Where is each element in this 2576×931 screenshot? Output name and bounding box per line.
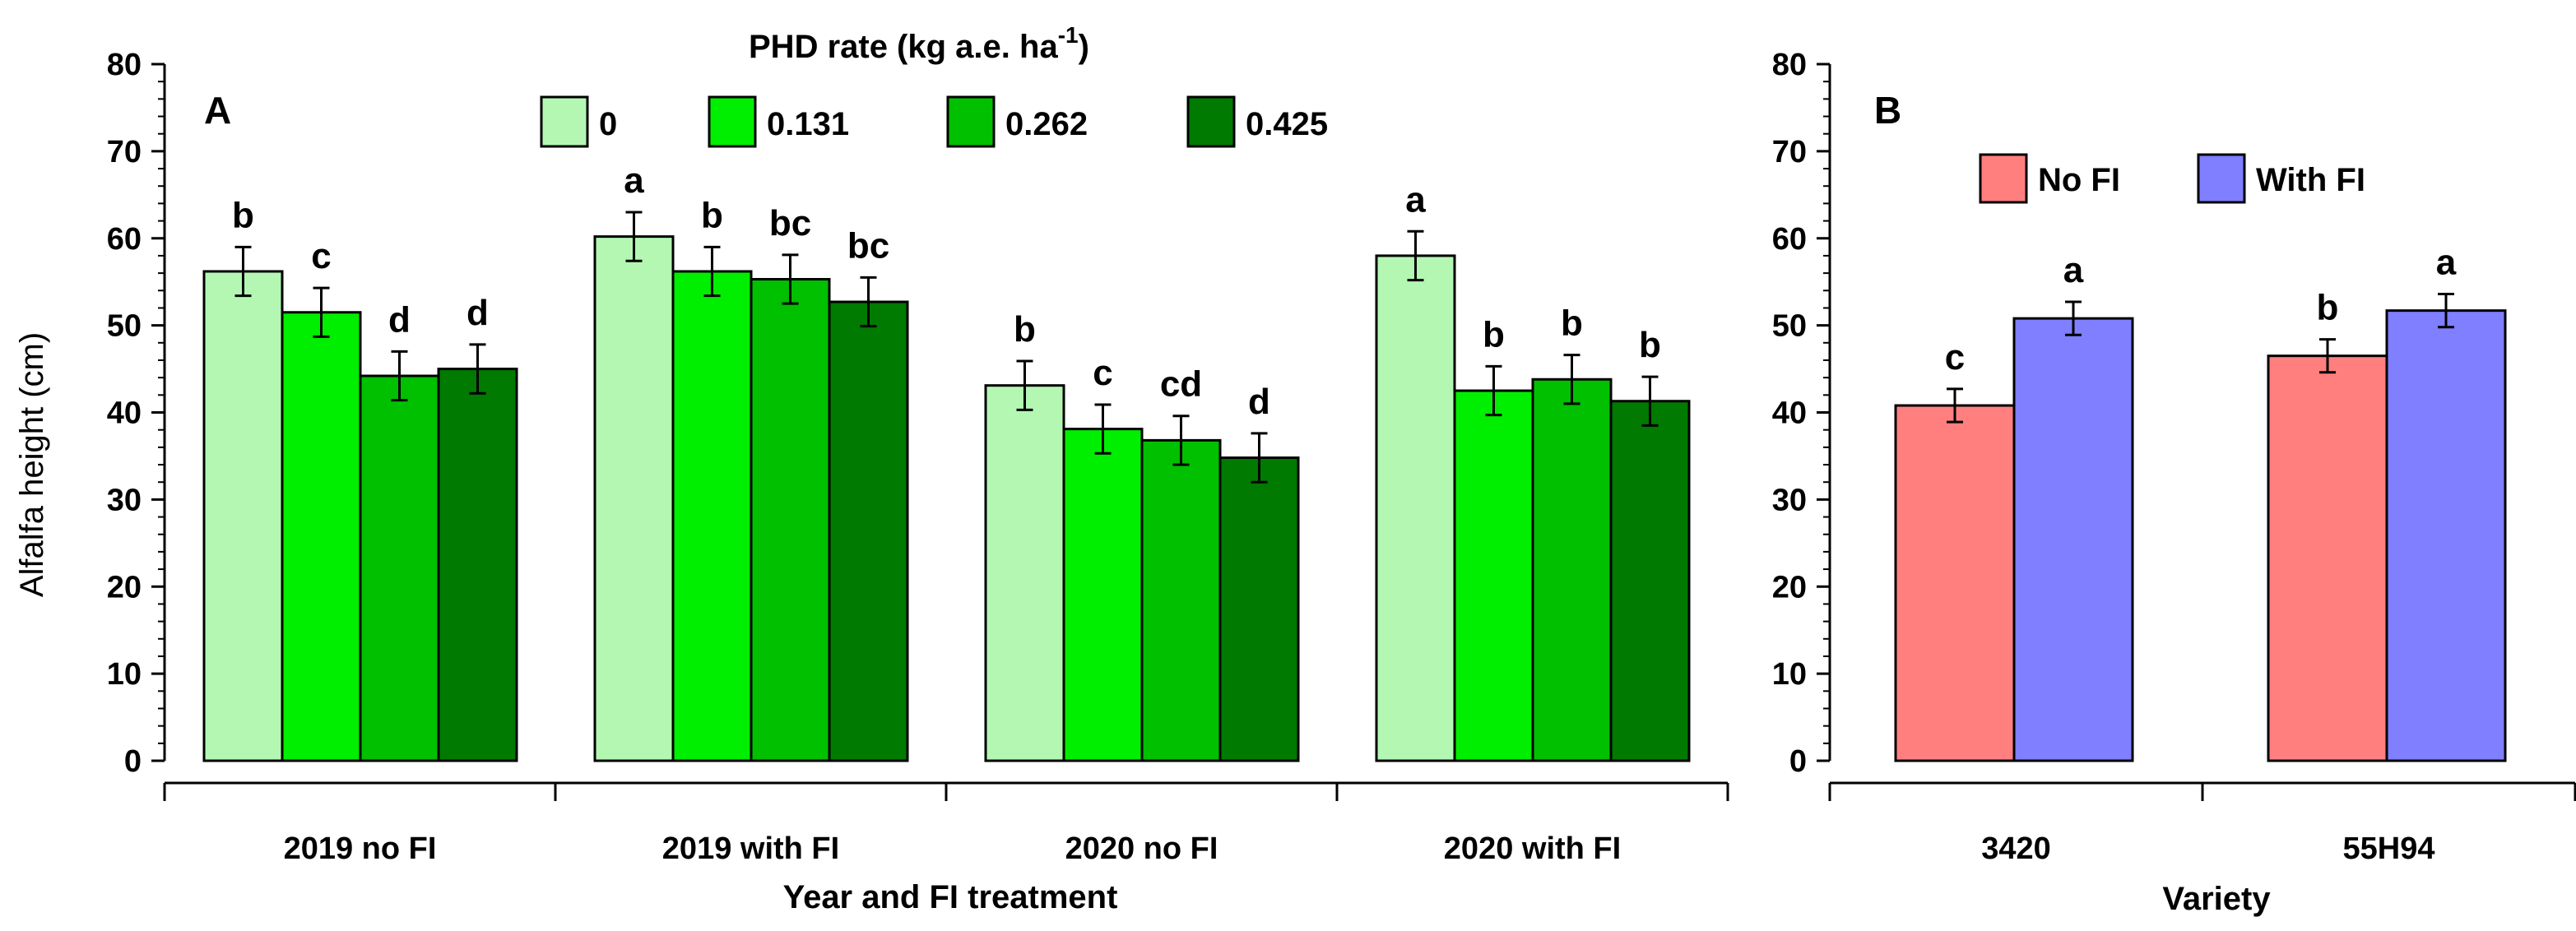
panel-a-legend-title: PHD rate (kg a.e. ha-1) <box>749 22 1089 65</box>
a-bar <box>593 235 675 762</box>
b-bar <box>2385 309 2507 762</box>
a-bar <box>671 270 753 762</box>
panel-b: B Variety 0 10 20 30 40 50 60 70 80 3420 55H94 c a b… <box>1772 48 2576 917</box>
a-significance-letter: a <box>1405 179 1426 220</box>
b-y-tick-label: 50 <box>1772 309 1807 344</box>
b-y-tick-label: 0 <box>1789 744 1807 779</box>
legend-title-close: ) <box>1079 29 1089 65</box>
a-y-tick-label: 80 <box>107 48 142 82</box>
b-significance-letter: a <box>2436 243 2457 283</box>
b-x-category-label: 55H94 <box>2343 831 2435 866</box>
b-y-tick-label: 70 <box>1772 135 1807 169</box>
a-bar <box>281 311 362 762</box>
a-y-tick-label: 40 <box>107 396 142 431</box>
legend-title-superscript: -1 <box>1058 22 1079 48</box>
a-significance-letter: c <box>311 236 331 276</box>
a-y-tick-label: 50 <box>107 309 142 344</box>
a-significance-letter: a <box>624 160 644 201</box>
a-y-tick-label: 10 <box>107 657 142 692</box>
b-legend-swatch <box>1979 153 2028 204</box>
a-bar <box>437 368 518 762</box>
a-legend-swatch <box>540 95 589 148</box>
panel-a: A Alfalfa height (cm) Year and FI treatm… <box>14 22 1729 915</box>
a-bar <box>984 384 1065 762</box>
b-y-tick-label: 60 <box>1772 222 1807 257</box>
a-y-tick-label: 60 <box>107 222 142 257</box>
b-bar <box>1894 404 2016 762</box>
a-legend-label: 0.131 <box>767 106 849 142</box>
a-significance-letter: b <box>232 195 254 235</box>
a-significance-letter: d <box>466 293 489 333</box>
a-significance-letter: d <box>1248 382 1270 422</box>
a-significance-letter: b <box>1639 325 1661 365</box>
panel-a-legend: 0 0.131 0.262 0.425 <box>540 95 1328 148</box>
a-bar <box>1140 438 1222 762</box>
a-legend-swatch <box>946 95 996 148</box>
a-legend-swatch <box>1186 95 1236 148</box>
panel-a-axes: 0 10 20 30 40 50 60 70 80 2019 no FI 2019 with FI 2… <box>107 48 1729 866</box>
a-y-tick-label: 70 <box>107 135 142 169</box>
b-y-tick-label: 40 <box>1772 396 1807 431</box>
panel-b-x-axis-title: Variety <box>2162 881 2271 917</box>
b-y-tick-label: 20 <box>1772 570 1807 604</box>
b-significance-letter: c <box>1945 337 1965 377</box>
a-significance-letter: b <box>1014 309 1036 350</box>
a-bar <box>1375 254 1456 762</box>
a-x-category-label: 2019 no FI <box>284 831 437 866</box>
b-y-tick-label: 30 <box>1772 483 1807 517</box>
a-legend-label: 0 <box>599 106 617 142</box>
a-bar <box>1531 377 1613 762</box>
a-bar <box>750 278 831 762</box>
a-x-category-label: 2019 with FI <box>662 831 839 866</box>
panel-b-legend: No FI With FI <box>1979 153 2365 204</box>
a-significance-letter: b <box>1561 303 1583 344</box>
a-legend-label: 0.425 <box>1246 106 1328 142</box>
panel-b-axes: 0 10 20 30 40 50 60 70 80 3420 55H94 <box>1772 48 2576 866</box>
a-bar <box>359 374 440 762</box>
b-y-tick-label: 10 <box>1772 657 1807 692</box>
panel-b-label: B <box>1874 89 1901 132</box>
panel-b-bars: c a b a <box>1894 243 2507 762</box>
a-significance-letter: bc <box>769 203 811 243</box>
a-bar <box>1218 456 1300 762</box>
panel-a-y-axis-title: Alfalfa height (cm) <box>14 332 50 597</box>
panel-a-label: A <box>204 89 231 132</box>
a-x-category-label: 2020 no FI <box>1065 831 1218 866</box>
a-x-category-label: 2020 with FI <box>1444 831 1621 866</box>
b-y-tick-label: 80 <box>1772 48 1807 82</box>
a-legend-label: 0.262 <box>1005 106 1088 142</box>
b-legend-label: With FI <box>2256 162 2365 198</box>
b-x-category-label: 3420 <box>1981 831 2051 866</box>
a-significance-letter: bc <box>847 225 889 266</box>
a-y-tick-label: 0 <box>124 744 142 779</box>
a-y-tick-label: 20 <box>107 570 142 604</box>
b-legend-swatch <box>2197 153 2246 204</box>
a-significance-letter: b <box>1483 314 1505 354</box>
b-bar <box>2012 317 2134 762</box>
b-significance-letter: a <box>2063 250 2084 290</box>
a-y-tick-label: 30 <box>107 483 142 517</box>
a-significance-letter: cd <box>1160 364 1202 405</box>
a-legend-swatch <box>708 95 757 148</box>
a-bar <box>1062 428 1144 762</box>
b-bar <box>2267 354 2388 762</box>
a-significance-letter: c <box>1093 353 1112 393</box>
a-bar <box>828 300 909 762</box>
b-legend-label: No FI <box>2038 162 2120 198</box>
b-significance-letter: b <box>2317 288 2339 328</box>
a-bar <box>1609 400 1691 762</box>
a-bar <box>1453 389 1534 762</box>
a-significance-letter: d <box>388 299 411 340</box>
legend-title-main: PHD rate (kg a.e. ha <box>749 29 1058 65</box>
a-bar <box>202 270 284 762</box>
panel-a-x-axis-title: Year and FI treatment <box>783 879 1118 915</box>
a-significance-letter: b <box>701 195 723 235</box>
